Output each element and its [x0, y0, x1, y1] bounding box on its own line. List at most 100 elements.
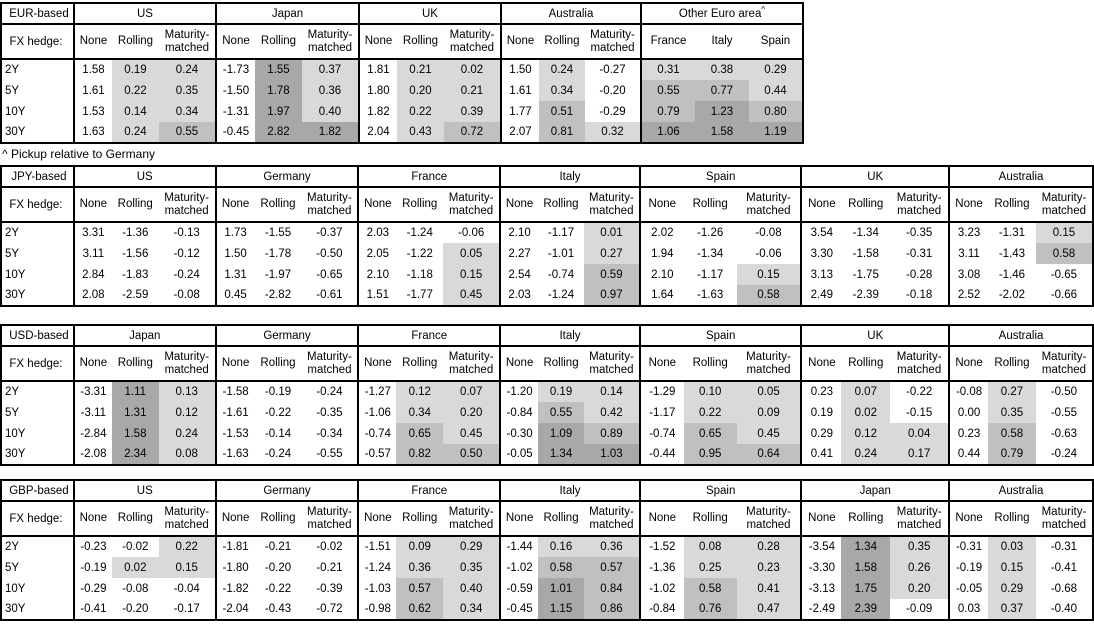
data-cell: 0.57 — [396, 578, 444, 599]
data-cell: -0.57 — [357, 444, 397, 465]
data-cell: 0.24 — [158, 423, 216, 444]
data-cell: 2.82 — [255, 122, 302, 143]
column-header: Rolling — [111, 501, 159, 537]
data-cell: 0.29 — [443, 536, 501, 557]
group-name: Australia — [548, 7, 594, 20]
data-cell: 1.80 — [358, 80, 397, 101]
data-cell: 1.58 — [111, 423, 159, 444]
data-cell: 1.50 — [500, 59, 539, 80]
column-header: Spain — [749, 24, 803, 60]
data-cell: -0.63 — [1050, 427, 1078, 440]
data-cell: -0.15 — [906, 406, 933, 419]
data-cell: -1.18 — [406, 268, 433, 281]
group-name: US — [136, 484, 153, 497]
column-header: Maturity-matched — [583, 501, 640, 537]
data-cell: 0.13 — [158, 381, 216, 402]
data-cell: -0.39 — [316, 582, 343, 595]
data-cell: -0.74 — [357, 423, 397, 444]
data-cell: -1.24 — [547, 289, 575, 301]
data-cell: 0.40 — [302, 101, 359, 122]
data-cell: 0.24 — [112, 122, 159, 143]
column-header: Rolling — [254, 187, 302, 223]
data-cell: -0.37 — [316, 227, 343, 239]
data-cell: 0.16 — [538, 536, 584, 557]
data-cell: 2.52 — [948, 285, 989, 306]
column-header: Maturity-matched — [736, 501, 802, 537]
column-header: France — [640, 24, 695, 60]
data-cell: 0.79 — [988, 444, 1036, 465]
data-cell: -1.34 — [697, 247, 724, 260]
data-cell: 1.63 — [73, 122, 112, 143]
data-cell: -1.75 — [852, 268, 879, 281]
row-label: 5Y — [5, 561, 20, 574]
data-cell: 2.39 — [841, 599, 891, 620]
group-name: UK — [867, 329, 884, 342]
group-name: Spain — [705, 329, 736, 342]
column-header: Maturity-matched — [158, 501, 216, 537]
data-cell: -0.05 — [948, 578, 989, 599]
data-cell: 0.39 — [444, 101, 501, 122]
data-cell: 1.55 — [255, 59, 302, 80]
data-cell: -0.43 — [264, 603, 292, 615]
data-cell: 1.53 — [73, 101, 112, 122]
tenor-row: 10Y 2.84 -1.83 -0.24 1.31 -1.97 -0.65 2.10 -1.18… — [1, 264, 1093, 285]
data-cell: 0.55 — [640, 80, 695, 101]
column-header: Rolling — [111, 346, 159, 382]
column-header: None — [499, 501, 539, 537]
column-header: Rolling — [683, 501, 737, 537]
data-cell: 0.19 — [538, 381, 584, 402]
tenor-row: 2Y 1.58 0.19 0.24 -1.73 1.55 0.37 1.81 0.21 0.02 1… — [1, 59, 803, 80]
data-cell: 1.64 — [638, 285, 684, 306]
data-cell: -0.22 — [906, 386, 933, 398]
column-header: Rolling — [111, 187, 159, 223]
data-cell: 0.76 — [683, 599, 737, 620]
data-cell: 0.27 — [988, 381, 1036, 402]
group-header: Spain — [638, 325, 802, 347]
data-cell: 0.36 — [302, 80, 359, 101]
fx-hedge-label: FX hedge: — [1, 24, 74, 60]
row-label: 5Y — [5, 84, 20, 97]
column-header: Maturity-matched — [1035, 501, 1093, 537]
tenor-row: 2Y -0.23 -0.02 0.22 -1.81 -0.21 -0.02 -1.51 0.09… — [1, 536, 1093, 557]
group-header: Japan — [800, 480, 950, 502]
data-cell: 1.58 — [73, 59, 112, 80]
data-cell: 0.35 — [159, 80, 216, 101]
column-header: Maturity-matched — [301, 187, 359, 223]
group-header: UK — [358, 3, 501, 25]
data-cell: -1.17 — [547, 227, 575, 239]
column-header: Maturity-matched — [583, 346, 640, 382]
data-cell: -1.51 — [357, 536, 397, 557]
row-label: 30Y — [5, 289, 26, 301]
data-cell: 0.09 — [396, 536, 444, 557]
data-cell: 0.22 — [397, 101, 444, 122]
data-cell: 2.10 — [499, 222, 539, 243]
column-header: Rolling — [112, 24, 159, 60]
pickup-table-1: JPY-based US Germany France Italy Spain UK Aust… — [0, 165, 1094, 307]
pickup-table-3: GBP-based US Germany France Italy Spain Japan A… — [0, 479, 1094, 621]
data-cell: 2.10 — [638, 264, 684, 285]
data-cell: 3.54 — [800, 222, 842, 243]
column-header: Maturity-matched — [736, 187, 802, 223]
row-label: 30Y — [5, 126, 26, 138]
section-label: USD-based — [1, 325, 74, 347]
data-cell: 0.37 — [988, 599, 1036, 620]
data-cell: 2.84 — [72, 264, 112, 285]
data-cell: -1.24 — [357, 557, 397, 578]
data-cell: 0.65 — [683, 423, 737, 444]
data-cell: -3.13 — [800, 578, 842, 599]
row-label: 2Y — [5, 227, 20, 239]
column-header: Rolling — [988, 187, 1036, 223]
data-cell: 1.58 — [695, 122, 749, 143]
data-cell: -0.02 — [316, 541, 343, 553]
column-header: Rolling — [397, 24, 444, 60]
data-cell: 0.20 — [890, 578, 950, 599]
row-label: 10Y — [5, 582, 26, 595]
data-cell: 0.59 — [583, 264, 640, 285]
data-cell: 0.15 — [158, 557, 216, 578]
data-cell: 2.54 — [499, 264, 539, 285]
data-cell: -0.66 — [1050, 289, 1078, 301]
column-header: None — [948, 501, 989, 537]
data-cell: 0.08 — [683, 536, 737, 557]
group-name: US — [137, 7, 153, 20]
data-cell: -0.84 — [638, 599, 684, 620]
